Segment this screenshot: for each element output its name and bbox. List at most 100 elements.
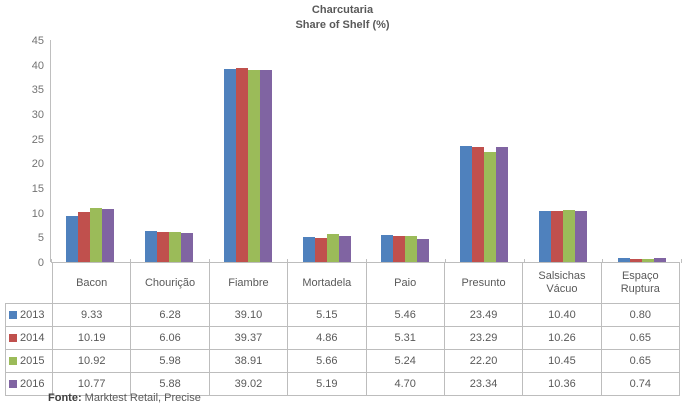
bar-group	[524, 40, 603, 262]
bar-group	[209, 40, 288, 262]
bar-group	[602, 40, 681, 262]
value-cell: 5.19	[287, 372, 367, 396]
bar	[460, 146, 473, 262]
x-axis-tick	[208, 259, 210, 263]
value-cell: 5.98	[130, 349, 210, 373]
plot-area	[50, 40, 682, 263]
value-cell: 10.40	[522, 303, 602, 327]
value-cell: 39.02	[208, 372, 289, 396]
x-axis-tick	[129, 259, 131, 263]
y-axis-label: 10	[31, 207, 44, 220]
bar	[484, 152, 497, 262]
table-header-cell: Fiambre	[208, 262, 289, 304]
value-cell: 10.19	[51, 326, 132, 350]
bar-group	[51, 40, 130, 262]
series-year-label: 2016	[20, 378, 45, 391]
bar	[417, 239, 430, 262]
value-cell: 10.36	[522, 372, 602, 396]
source-text: Marktest Retail, Precise	[81, 392, 201, 404]
x-axis-tick	[523, 259, 525, 263]
value-cell: 5.88	[130, 372, 210, 396]
legend-swatch	[9, 357, 17, 366]
bar	[314, 238, 327, 262]
legend-swatch	[9, 311, 17, 320]
value-cell: 10.26	[522, 326, 602, 350]
bar	[381, 235, 394, 262]
bar-group	[445, 40, 524, 262]
value-cell: 0.65	[600, 326, 681, 350]
x-axis-tick	[602, 259, 604, 263]
chart-title-block: Charcutaria Share of Shelf (%)	[0, 3, 685, 33]
bar-group	[130, 40, 209, 262]
value-cell: 39.37	[208, 326, 289, 350]
y-axis-label: 20	[31, 158, 44, 171]
series-year-cell: 2016	[5, 372, 53, 396]
bar	[247, 70, 260, 262]
series-year-label: 2014	[20, 332, 45, 345]
value-cell: 0.74	[600, 372, 681, 396]
data-table: Bacon Chourição Fiambre Mortadela Paio Presun…	[5, 262, 681, 396]
value-cell: 4.86	[287, 326, 367, 350]
y-axis-label: 35	[31, 84, 44, 97]
value-cell: 10.45	[522, 349, 602, 373]
bar	[496, 147, 509, 262]
bar-group	[366, 40, 445, 262]
value-cell: 0.65	[600, 349, 681, 373]
value-cell: 5.24	[365, 349, 445, 373]
bar	[235, 68, 248, 262]
value-cell: 23.34	[443, 372, 524, 396]
bar	[145, 231, 158, 262]
value-cell: 6.28	[130, 303, 210, 327]
source-note: Fonte: Marktest Retail, Precise	[48, 392, 201, 404]
source-label: Fonte:	[48, 392, 82, 404]
bar	[472, 147, 485, 262]
table-header-row: Bacon Chourição Fiambre Mortadela Paio Presun…	[6, 262, 681, 304]
table-header-cell: Presunto	[443, 262, 524, 304]
bar	[326, 234, 339, 262]
bar	[259, 70, 272, 262]
legend-swatch	[9, 334, 17, 343]
y-axis-label: 40	[31, 59, 44, 72]
chart-title: Charcutaria	[311, 4, 374, 16]
bar	[302, 237, 315, 262]
series-year-cell: 2014	[5, 326, 53, 350]
bar	[562, 210, 575, 262]
table-header-cell: Mortadela	[287, 262, 367, 304]
series-year-label: 2015	[20, 355, 45, 368]
table-corner-cell	[6, 263, 53, 304]
table-header-cell: Salsichas Vácuo	[522, 262, 602, 304]
x-axis-tick	[681, 259, 682, 263]
y-axis-label: 25	[31, 133, 44, 146]
table-row: 2014 10.19 6.06 39.37 4.86 5.31 23.29 10.26 0.65	[5, 326, 681, 350]
series-year-cell: 2013	[5, 303, 53, 327]
bar	[393, 236, 406, 262]
x-axis-tick	[366, 259, 367, 263]
y-axis-label: 30	[31, 109, 44, 121]
value-cell: 5.15	[287, 303, 367, 327]
value-cell: 9.33	[51, 303, 132, 327]
chart-subtitle: Share of Shelf (%)	[295, 19, 390, 31]
bar	[157, 232, 170, 262]
value-cell: 38.91	[208, 349, 289, 373]
table-header-cell: Bacon	[51, 262, 132, 304]
table-row: 2013 9.33 6.28 39.10 5.15 5.46 23.49 10.40 0.80	[5, 303, 681, 327]
table-row: 2015 10.92 5.98 38.91 5.66 5.24 22.20 10.45 0.65	[5, 349, 681, 373]
bar	[617, 258, 630, 262]
y-axis-label: 45	[31, 35, 44, 47]
series-year-cell: 2015	[5, 349, 53, 373]
value-cell: 39.10	[208, 303, 289, 327]
value-cell: 4.70	[365, 372, 445, 396]
table-header-cell: Paio	[365, 262, 445, 304]
value-cell: 6.06	[130, 326, 210, 350]
bar	[338, 236, 351, 262]
bar	[90, 208, 103, 262]
y-axis-label: 15	[31, 183, 44, 195]
y-axis-labels: 0 5 10 15 20 25 30 35 40 45	[0, 35, 44, 269]
value-cell: 23.29	[443, 326, 524, 350]
bar-group	[287, 40, 366, 262]
table-header-cell: Espaço Ruptura	[600, 262, 681, 304]
value-cell: 22.20	[443, 349, 524, 373]
bar	[629, 259, 642, 262]
value-cell: 5.66	[287, 349, 367, 373]
